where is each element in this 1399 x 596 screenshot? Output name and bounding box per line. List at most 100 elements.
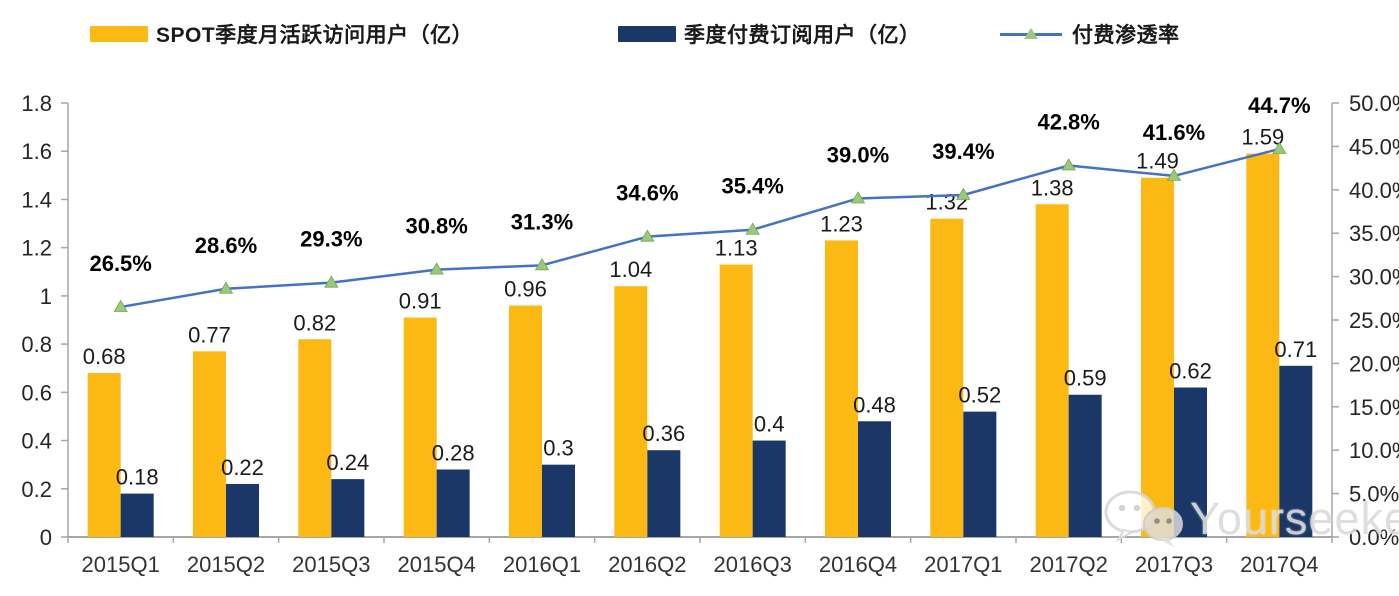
penetration-marker-2017Q1 — [956, 187, 971, 200]
bar-value-label-subs-2016Q3: 0.4 — [754, 412, 785, 437]
x-axis-label: 2017Q3 — [1135, 552, 1213, 577]
percent-label-2017Q1: 39.4% — [932, 139, 994, 164]
bar-value-label-mau-2015Q4: 0.91 — [399, 289, 442, 314]
bar-value-label-mau-2016Q3: 1.13 — [715, 236, 758, 261]
y-axis-right-tick-label: 30.0% — [1349, 265, 1399, 290]
bar-subs-2016Q4 — [858, 421, 891, 537]
bar-mau-2015Q3 — [298, 339, 332, 537]
bar-value-label-mau-2017Q3: 1.49 — [1136, 149, 1179, 174]
percent-label-2017Q2: 42.8% — [1037, 109, 1099, 134]
legend-label-mau: SPOT季度月活跃访问用户（亿） — [156, 24, 474, 47]
y-axis-right-tick-label: 15.0% — [1349, 395, 1399, 420]
percent-label-2015Q2: 28.6% — [195, 233, 257, 258]
penetration-marker-2016Q4 — [850, 191, 866, 204]
bar-mau-2015Q1 — [87, 373, 121, 537]
percent-label-2017Q3: 41.6% — [1143, 120, 1205, 145]
bar-subs-2017Q4 — [1279, 365, 1313, 537]
legend-swatch-mau-bar — [90, 26, 148, 42]
x-axis-label: 2015Q2 — [187, 552, 265, 577]
percent-label-2016Q3: 35.4% — [721, 174, 783, 199]
y-axis-right-tick-label: 35.0% — [1349, 221, 1399, 246]
penetration-rate-line — [120, 147, 1280, 309]
percent-label-2015Q3: 29.3% — [300, 227, 362, 252]
bar-subs-2017Q1 — [963, 411, 997, 537]
penetration-marker-2017Q3 — [1166, 168, 1182, 181]
y-axis-left-tick-label: 0.6 — [21, 380, 52, 405]
bar-mau-2016Q3 — [719, 264, 753, 537]
bar-mau-2017Q3 — [1141, 177, 1174, 537]
percent-label-2015Q4: 30.8% — [405, 214, 467, 239]
bar-value-label-mau-2016Q2: 1.04 — [609, 257, 652, 282]
y-axis-left-tick-label: 1.8 — [21, 91, 52, 116]
x-axis-label: 2016Q4 — [819, 552, 897, 577]
bar-mau-2017Q4 — [1246, 153, 1280, 537]
bar-subs-2017Q2 — [1068, 394, 1102, 537]
percent-label-2015Q1: 26.5% — [89, 251, 151, 276]
penetration-marker-2017Q4 — [1272, 141, 1287, 154]
x-axis-label: 2016Q2 — [608, 552, 686, 577]
bar-subs-2016Q3 — [752, 440, 786, 537]
x-axis-label: 2015Q1 — [82, 552, 160, 577]
x-axis-label: 2017Q2 — [1030, 552, 1108, 577]
bar-value-label-mau-2015Q2: 0.77 — [188, 322, 231, 347]
bar-value-label-subs-2017Q1: 0.52 — [958, 383, 1001, 408]
bar-value-label-subs-2015Q1: 0.18 — [116, 465, 159, 490]
y-axis-left-tick-label: 1.6 — [21, 139, 52, 164]
penetration-marker-2017Q2 — [1061, 158, 1076, 171]
penetration-marker-2016Q1 — [534, 258, 550, 271]
legend-line-sample — [1000, 27, 1062, 39]
bar-mau-2017Q2 — [1035, 204, 1069, 537]
percent-label-2017Q4: 44.7% — [1248, 93, 1310, 118]
y-axis-right-tick-label: 50.0% — [1349, 91, 1399, 116]
bar-value-label-subs-2015Q3: 0.24 — [326, 450, 369, 475]
y-axis-left-tick-label: 0 — [40, 525, 52, 550]
x-axis-label: 2015Q4 — [398, 552, 476, 577]
percent-label-2016Q1: 31.3% — [511, 209, 573, 234]
bar-value-label-subs-2015Q4: 0.28 — [432, 440, 475, 465]
bar-value-label-mau-2016Q4: 1.23 — [820, 211, 863, 236]
bar-mau-2016Q1 — [509, 305, 542, 537]
legend-item-mau: SPOT季度月活跃访问用户（亿） — [90, 18, 473, 50]
y-axis-right-tick-label: 20.0% — [1349, 351, 1399, 376]
y-axis-left-tick-label: 0.2 — [21, 477, 52, 502]
penetration-marker-2015Q3 — [324, 275, 339, 288]
bar-subs-2015Q1 — [120, 493, 154, 537]
bar-value-label-subs-2017Q4: 0.71 — [1274, 337, 1317, 362]
legend-triangle-marker-icon — [1024, 27, 1038, 39]
bar-mau-2016Q4 — [825, 240, 858, 537]
bar-value-label-subs-2017Q3: 0.62 — [1169, 359, 1212, 384]
x-axis-label: 2017Q1 — [924, 552, 1002, 577]
bar-value-label-mau-2015Q1: 0.68 — [83, 344, 126, 369]
bar-mau-2015Q4 — [403, 317, 437, 537]
y-axis-right-tick-label: 0.0% — [1349, 525, 1399, 550]
bar-subs-2016Q1 — [542, 464, 575, 537]
bar-mau-2017Q1 — [930, 218, 964, 537]
penetration-marker-2016Q2 — [640, 229, 655, 242]
legend-label-subs: 季度付费订阅用户（亿） — [684, 24, 921, 47]
x-axis-label: 2015Q3 — [292, 552, 370, 577]
legend-item-penetration: 付费渗透率 — [1000, 18, 1180, 50]
percent-label-2016Q4: 39.0% — [827, 142, 889, 167]
percent-label-2016Q2: 34.6% — [616, 181, 678, 206]
x-axis-label: 2016Q1 — [503, 552, 581, 577]
bar-value-label-mau-2016Q1: 0.96 — [504, 277, 547, 302]
penetration-marker-2016Q3 — [745, 222, 760, 235]
legend-swatch-subs-bar — [618, 26, 676, 42]
y-axis-right-tick-label: 40.0% — [1349, 178, 1399, 203]
bar-subs-2016Q2 — [647, 450, 681, 537]
bar-subs-2017Q3 — [1174, 387, 1207, 537]
bar-value-label-mau-2017Q2: 1.38 — [1031, 175, 1074, 200]
y-axis-left-tick-label: 1.4 — [21, 187, 52, 212]
bar-mau-2015Q2 — [193, 351, 226, 537]
bar-value-label-mau-2017Q4: 1.59 — [1241, 125, 1284, 150]
bar-subs-2015Q4 — [436, 469, 470, 537]
y-axis-right-tick-label: 10.0% — [1349, 438, 1399, 463]
bar-value-label-subs-2016Q4: 0.48 — [853, 392, 896, 417]
bar-value-label-mau-2015Q3: 0.82 — [293, 310, 336, 335]
legend-label-penetration: 付费渗透率 — [1072, 24, 1180, 47]
y-axis-left-tick-label: 0.4 — [21, 429, 52, 454]
bar-mau-2016Q2 — [614, 286, 648, 537]
x-axis-label: 2016Q3 — [714, 552, 792, 577]
penetration-marker-2015Q1 — [113, 299, 128, 312]
